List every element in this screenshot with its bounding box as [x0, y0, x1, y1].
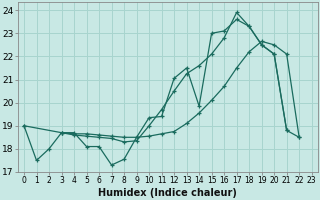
X-axis label: Humidex (Indice chaleur): Humidex (Indice chaleur) [98, 188, 237, 198]
